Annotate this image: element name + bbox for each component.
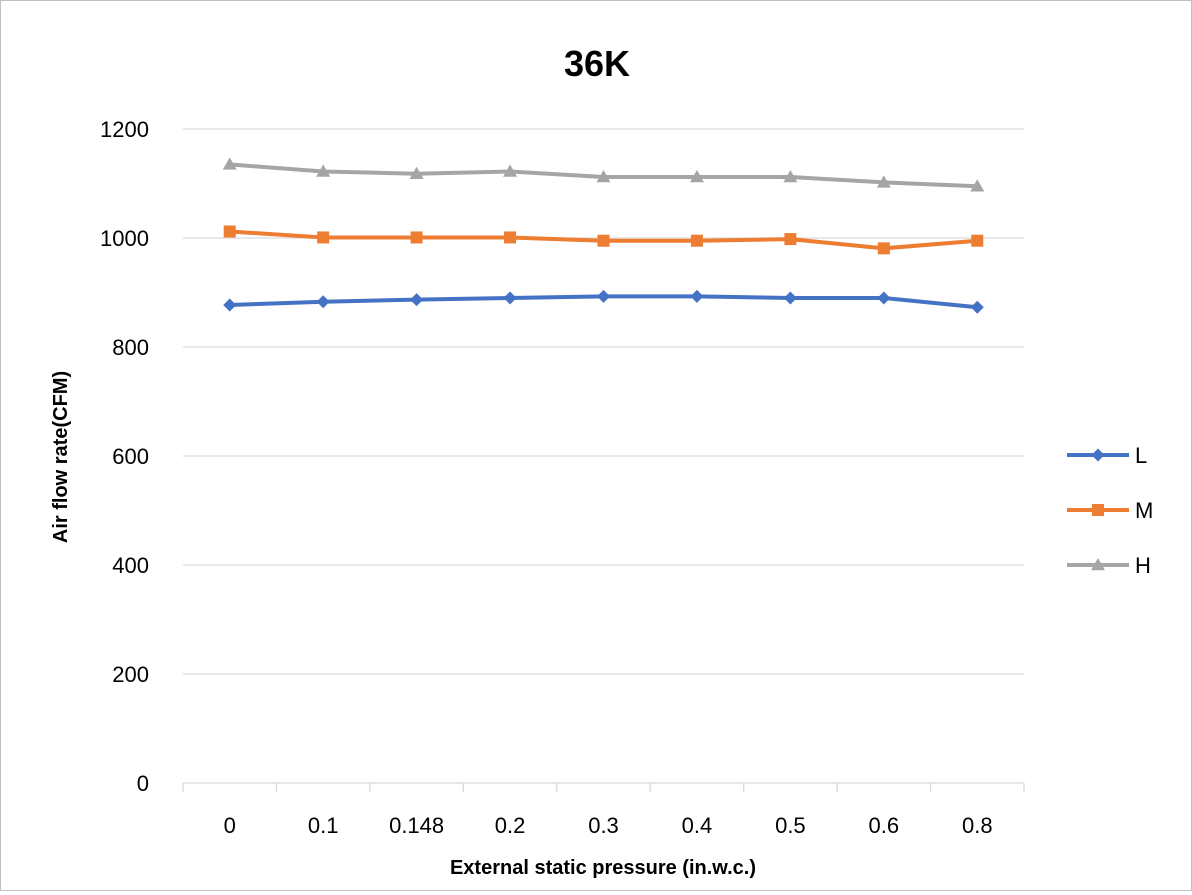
data-point-M-0.4	[690, 234, 703, 247]
y-tick-label: 0	[137, 771, 149, 796]
data-point-L-0.1	[316, 295, 330, 309]
legend-marker-H	[1091, 558, 1105, 571]
data-point-H-0.2	[503, 164, 518, 177]
data-point-H-0	[222, 157, 237, 170]
data-point-M-0.1	[317, 231, 330, 244]
y-tick-label: 1000	[100, 226, 149, 251]
x-tick-label: 0.148	[389, 813, 444, 838]
x-tick-label: 0	[224, 813, 236, 838]
x-tick-label: 0.6	[869, 813, 900, 838]
y-tick-label: 1200	[100, 117, 149, 142]
x-tick-label: 0.5	[775, 813, 806, 838]
data-point-L-0.4	[690, 289, 704, 303]
legend-item-L: L	[1067, 443, 1147, 468]
x-tick-label: 0.4	[682, 813, 713, 838]
series-M	[223, 225, 984, 255]
x-tick-label: 0.3	[588, 813, 619, 838]
data-point-L-0.148	[410, 293, 424, 307]
data-point-M-0.3	[597, 234, 610, 247]
legend-label-M: M	[1135, 498, 1153, 523]
data-point-H-0.4	[689, 169, 704, 183]
series-H	[222, 157, 985, 192]
data-point-M-0.2	[504, 231, 517, 244]
data-point-H-0.148	[409, 166, 424, 179]
x-tick-label: 0.8	[962, 813, 993, 838]
legend-item-H: H	[1067, 553, 1151, 578]
data-point-M-0.148	[410, 231, 423, 244]
data-point-H-0.8	[970, 179, 985, 192]
data-point-L-0.2	[503, 291, 517, 305]
x-tick-label: 0.1	[308, 813, 339, 838]
legend-label-H: H	[1135, 553, 1151, 578]
axes	[182, 782, 1025, 792]
data-point-L-0.5	[783, 291, 797, 305]
data-point-M-0	[223, 225, 236, 238]
y-tick-label: 400	[112, 553, 149, 578]
data-point-H-0.3	[596, 169, 611, 183]
y-tick-label: 600	[112, 444, 149, 469]
data-point-L-0.3	[597, 289, 610, 303]
data-point-M-0.6	[877, 242, 890, 255]
x-axis-title: External static pressure (in.w.c.)	[450, 857, 756, 879]
chart-title: 36K	[564, 43, 630, 84]
x-tick-label: 0.2	[495, 813, 526, 838]
y-axis-tick-labels: 0 200 400 600 800 1000 1200	[100, 117, 149, 796]
legend-item-M: M	[1067, 498, 1153, 523]
y-axis-title: Air flow rate(CFM)	[50, 371, 72, 543]
legend-marker-M	[1092, 504, 1104, 516]
data-point-M-0.8	[971, 234, 984, 247]
data-point-M-0.5	[784, 233, 797, 246]
legend: L M H	[1067, 443, 1153, 578]
data-point-H-0.6	[876, 175, 891, 188]
data-point-L-0.8	[970, 300, 984, 314]
y-tick-label: 800	[112, 335, 149, 360]
x-axis-tick-labels: 0 0.1 0.148 0.2 0.3 0.4 0.5 0.6 0.8	[224, 813, 993, 838]
data-point-L-0.6	[877, 291, 891, 305]
data-point-L-0	[223, 298, 237, 312]
gridlines	[183, 128, 1024, 675]
data-point-H-0.1	[316, 164, 331, 177]
legend-marker-L	[1091, 448, 1105, 462]
legend-label-L: L	[1135, 443, 1147, 468]
data-series	[222, 157, 985, 314]
series-L	[223, 289, 984, 314]
data-point-H-0.5	[783, 169, 798, 183]
y-tick-label: 200	[112, 662, 149, 687]
